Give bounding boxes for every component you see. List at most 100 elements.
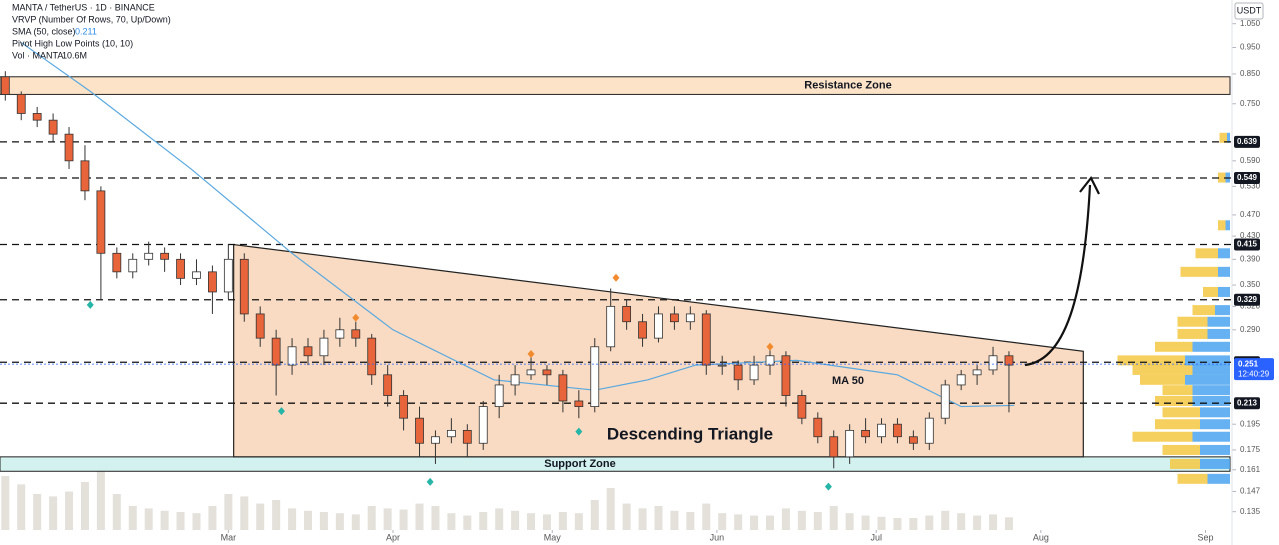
volume-bar (447, 513, 456, 530)
profile-down (1200, 419, 1230, 430)
candle-body (606, 305, 616, 348)
volume-bar (463, 515, 472, 530)
volume-bar (925, 515, 934, 530)
volume-bar (240, 496, 249, 530)
pivot-marker (527, 349, 535, 358)
volume-bar (941, 510, 950, 530)
profile-up (1162, 385, 1193, 396)
candle-body (255, 313, 265, 339)
candle-body (733, 364, 743, 381)
volume-bar (558, 512, 567, 530)
profile-up (1155, 395, 1193, 406)
candle-body (924, 417, 934, 444)
volume-bar (606, 488, 615, 530)
level-tag (1234, 238, 1260, 251)
profile-down (1207, 316, 1230, 327)
candle-body (590, 346, 600, 407)
volume-bar (49, 496, 58, 530)
level-label: 0.549 (1237, 173, 1258, 182)
candle-body (781, 355, 791, 396)
volume-bar (989, 514, 998, 530)
profile-up (1162, 407, 1200, 418)
candle-body (32, 113, 42, 121)
plot: 1.050 0.950 0.850 0.750 0.590 0.530 0.470 0.430… (0, 19, 1261, 542)
volume-bar (527, 513, 536, 530)
profile-up (1218, 220, 1226, 231)
volume-legend: Vol · MANTA (12, 50, 63, 60)
candle-body (319, 337, 329, 357)
level-tag (1234, 135, 1260, 148)
candle-body (797, 395, 807, 419)
volume-bar (192, 513, 201, 530)
profile-up (1155, 419, 1200, 430)
candle-body (574, 400, 584, 407)
volume-bar (288, 508, 297, 530)
candle-body (176, 258, 185, 279)
candle-body (112, 252, 122, 273)
profile-down (1192, 395, 1230, 406)
volume-bar (845, 513, 854, 530)
y-tick-label: 0.147 (1240, 487, 1261, 496)
volume-bar (781, 508, 790, 530)
volume-bar (224, 494, 233, 530)
profile-down (1218, 248, 1230, 259)
volume-bar (638, 508, 647, 530)
profile-up (1132, 431, 1193, 442)
x-tick-label: Apr (386, 532, 400, 542)
currency-box (1234, 2, 1264, 20)
level-label: 0.213 (1237, 398, 1258, 407)
volume-bar (574, 513, 583, 530)
zone (0, 76, 1231, 95)
profile-up (1192, 305, 1215, 316)
candle-body (462, 429, 472, 444)
ma-label: MA 50 (832, 375, 864, 387)
profile-down (1225, 220, 1230, 231)
level-label: 0.639 (1237, 137, 1258, 146)
candle-body (765, 355, 775, 366)
pivot-marker (766, 342, 774, 351)
candle-body (654, 313, 663, 339)
volume-bar (304, 510, 312, 530)
pivot-marker (426, 477, 434, 486)
pivot-marker (824, 482, 832, 491)
candle-body (749, 364, 759, 381)
pivot-marker (277, 407, 285, 416)
candle-body (988, 355, 998, 371)
y-tick-label: 0.750 (1240, 99, 1261, 108)
profile-up (1170, 458, 1200, 469)
profile-down (1200, 458, 1230, 469)
candle-body (415, 417, 424, 444)
candle-body (16, 94, 26, 114)
volume-bar (686, 512, 695, 530)
x-tick-label: Jul (870, 532, 882, 542)
candle-body (717, 364, 727, 367)
candle-body (494, 384, 504, 407)
candle-body (335, 329, 345, 339)
indicator: VRVP (Number Of Rows, 70, Up/Down) (12, 14, 171, 24)
volume-bar (319, 512, 328, 530)
y-tick-label: 0.530 (1240, 181, 1261, 190)
level-tag (1234, 171, 1260, 184)
candle-body (446, 429, 456, 438)
volume-bar (813, 512, 822, 530)
volume-bar (622, 503, 631, 530)
profile-up (1177, 473, 1208, 484)
candle-body (64, 133, 74, 162)
level-label: 0.329 (1237, 295, 1258, 304)
sma-last: 0.211 (75, 26, 97, 36)
y-tick-label: 0.135 (1240, 507, 1261, 516)
profile-up (1177, 316, 1208, 327)
volume-bar (861, 515, 870, 530)
x-tick-label: Sep (1197, 532, 1213, 542)
profile-up (1219, 132, 1227, 143)
volume-bar (128, 506, 137, 530)
y-tick-label: 1.050 (1240, 19, 1261, 28)
level-tag (1234, 293, 1260, 306)
pivot-marker (352, 313, 360, 322)
volume-bar (957, 513, 966, 530)
last-price-tag (1234, 358, 1274, 381)
volume-bar (479, 512, 488, 530)
y-tick-label: 0.195 (1240, 419, 1261, 428)
x-tick-label: Mar (221, 532, 237, 542)
